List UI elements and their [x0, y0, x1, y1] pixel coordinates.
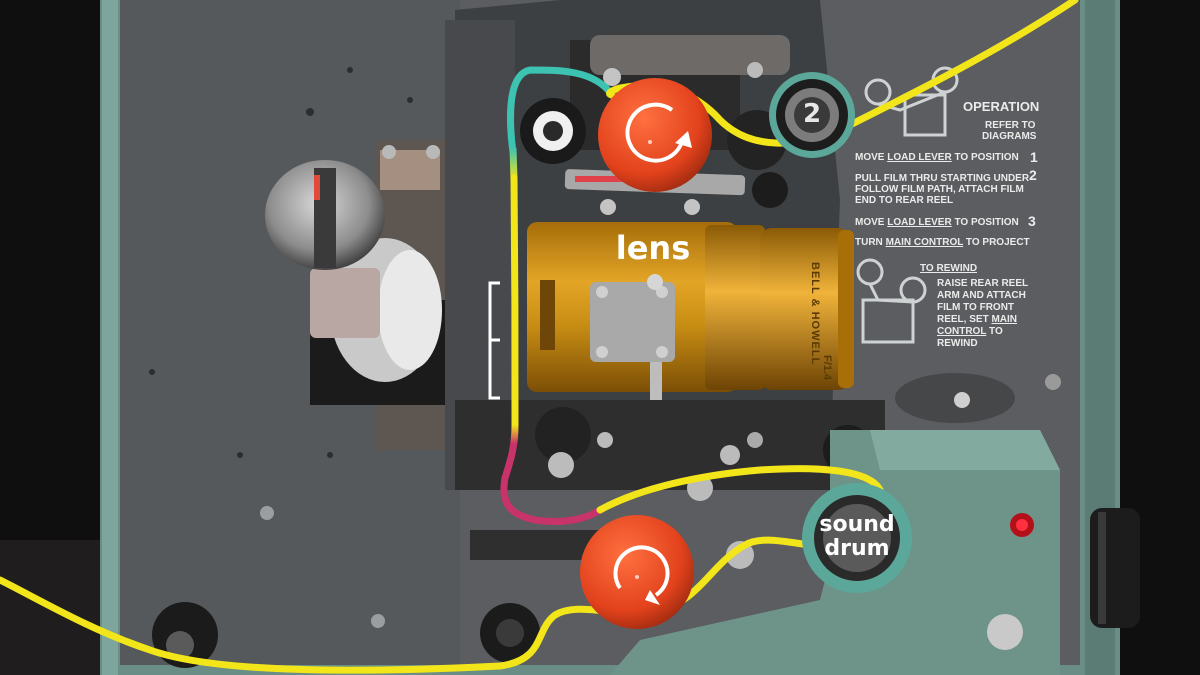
- screw-head: [1045, 374, 1061, 390]
- threading-knob: [265, 140, 445, 450]
- rewind-line4: REEL, SET MAIN: [937, 315, 1017, 325]
- step1-suffix: TO POSITION: [951, 152, 1019, 163]
- lens-assembly: [527, 222, 854, 438]
- rewind-line5-link: CONTROL: [937, 326, 987, 337]
- lower-sprocket-icon: [580, 515, 694, 629]
- rewind-line4-prefix: REEL, SET: [937, 314, 992, 325]
- step4-link: MAIN CONTROL: [885, 237, 964, 248]
- refer-line1: REFER TO: [985, 120, 1036, 131]
- step4-suffix: TO PROJECT: [963, 237, 1030, 248]
- step1-text: MOVE LOAD LEVER TO POSITION: [855, 153, 1019, 163]
- step3-prefix: MOVE: [855, 217, 888, 228]
- screw-head: [954, 392, 970, 408]
- step2-number: 2: [1029, 167, 1037, 183]
- step3-suffix: TO POSITION: [951, 217, 1019, 228]
- screw-head: [260, 506, 274, 520]
- step2-line2: FOLLOW FILM PATH, ATTACH FILM: [855, 184, 1024, 195]
- rewind-line5: CONTROL TO: [937, 327, 1003, 337]
- sound-drum: [802, 483, 912, 593]
- step4-text: TURN MAIN CONTROL TO PROJECT: [855, 238, 1030, 248]
- step3-link: LOAD LEVER: [887, 217, 952, 228]
- operation-title: OPERATION: [963, 99, 1040, 114]
- step3-number: 3: [1028, 213, 1036, 229]
- rewind-line4-link: MAIN: [991, 314, 1018, 325]
- rewind-line3: FILM TO FRONT: [937, 302, 1015, 313]
- guide-roller-2: [769, 72, 855, 158]
- lens-label: lens: [615, 229, 691, 267]
- refer-line2: DIAGRAMS: [982, 131, 1037, 142]
- step4-prefix: TURN: [855, 237, 886, 248]
- rewind-line1: RAISE REAR REEL: [937, 278, 1029, 289]
- film-loop-upper: [506, 66, 616, 156]
- step2-line1: PULL FILM THRU STARTING UNDER: [855, 173, 1030, 184]
- lens-brand: BELL & HOWELL: [809, 262, 821, 366]
- screw-head: [371, 614, 385, 628]
- rewind-line5-suffix: TO: [986, 326, 1003, 337]
- sound-drum-label-line2: drum: [824, 536, 890, 561]
- upper-sprocket-icon: [598, 78, 712, 192]
- sound-drum-label-line1: sound: [819, 512, 895, 537]
- step2-line3: END TO REAR REEL: [855, 195, 954, 206]
- lens-spec: F/1.4: [821, 355, 833, 381]
- rewind-title: TO REWIND: [920, 263, 978, 274]
- step1-number: 1: [1030, 149, 1038, 165]
- gate-bracket: [488, 281, 500, 400]
- step1-link: LOAD LEVER: [887, 152, 952, 163]
- rewind-line6: REWIND: [937, 338, 978, 349]
- film-loop-lower: [500, 474, 604, 526]
- step1-prefix: MOVE: [855, 152, 888, 163]
- rewind-line2: ARM AND ATTACH: [937, 290, 1026, 301]
- roller-number: 2: [802, 99, 822, 129]
- step3-text: MOVE LOAD LEVER TO POSITION: [855, 218, 1019, 228]
- film-loop-lower-fade: [501, 424, 519, 480]
- film-path: [510, 0, 1079, 429]
